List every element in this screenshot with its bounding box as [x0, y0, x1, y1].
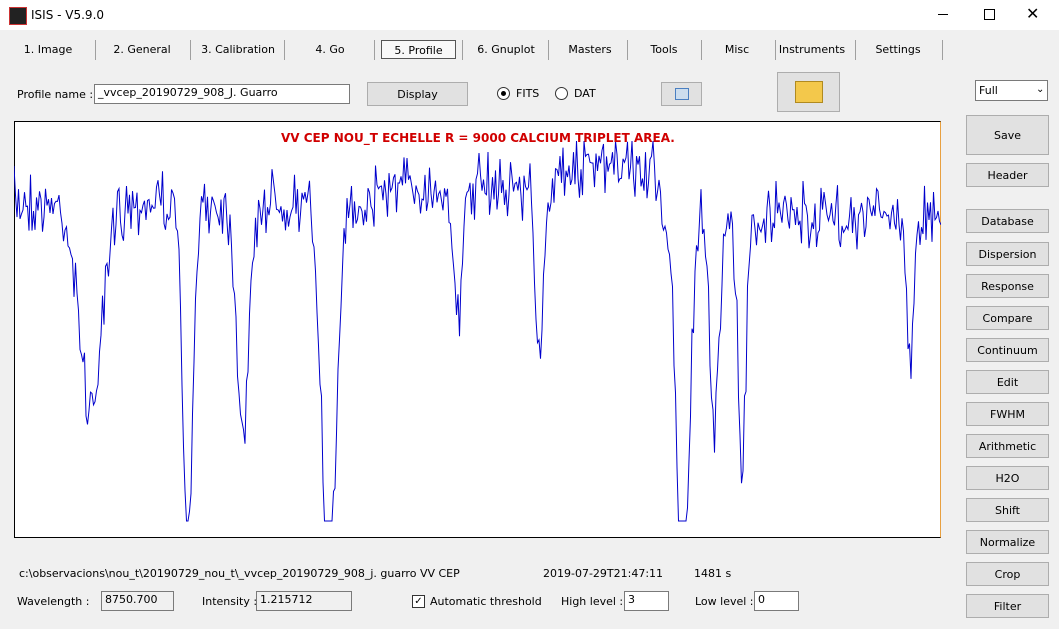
window-title: ISIS - V5.9.0: [31, 8, 105, 22]
close[interactable]: ✕: [1026, 4, 1040, 23]
tab[interactable]: 5. Profile: [381, 40, 456, 59]
tab[interactable]: 6. Gnuplot: [477, 43, 535, 56]
auto-label: Automatic threshold: [430, 595, 542, 608]
side-button[interactable]: Response: [966, 274, 1049, 298]
side-button[interactable]: Filter: [966, 594, 1049, 618]
open-button[interactable]: [777, 72, 840, 112]
select-arrow: ⌄: [1036, 84, 1045, 95]
tab[interactable]: 4. Go: [315, 43, 345, 56]
tab-separator: [374, 40, 375, 60]
tab-separator: [548, 40, 549, 60]
intensity-field: 1.215712: [256, 591, 352, 611]
tab[interactable]: 2. General: [113, 43, 171, 56]
fits-radio[interactable]: [497, 87, 510, 100]
side-button[interactable]: Edit: [966, 370, 1049, 394]
side-button[interactable]: Database: [966, 209, 1049, 233]
low-label: Low level :: [695, 595, 754, 608]
tab-separator: [700, 40, 702, 60]
tab[interactable]: Misc: [724, 43, 750, 56]
side-button[interactable]: Crop: [966, 562, 1049, 586]
app-icon: [9, 7, 27, 25]
side-button[interactable]: Save: [966, 115, 1049, 155]
side-button[interactable]: Normalize: [966, 530, 1049, 554]
side-button[interactable]: FWHM: [966, 402, 1049, 426]
spectrum: [14, 140, 941, 522]
maximize[interactable]: [984, 9, 995, 20]
tab[interactable]: 1. Image: [23, 43, 73, 56]
tab-separator: [190, 40, 191, 60]
dat-label: DAT: [574, 87, 596, 100]
status-date: 2019-07-29T21:47:11: [543, 567, 664, 580]
tab-separator: [462, 40, 463, 60]
copy-button[interactable]: [661, 82, 702, 106]
side-button[interactable]: Shift: [966, 498, 1049, 522]
auto-checkbox[interactable]: ✓: [412, 595, 425, 608]
side-button[interactable]: Arithmetic: [966, 434, 1049, 458]
plot-area: [14, 121, 941, 538]
wavelength-field: 8750.700: [101, 591, 174, 611]
high-field[interactable]: 3: [624, 591, 669, 611]
side-button[interactable]: Compare: [966, 306, 1049, 330]
tab-separator: [942, 40, 943, 60]
intensity-label: Intensity :: [202, 595, 258, 608]
tab[interactable]: Instruments: [778, 43, 846, 56]
minimize[interactable]: [938, 14, 948, 15]
tab-separator: [627, 40, 628, 60]
high-label: High level :: [561, 595, 624, 608]
tab[interactable]: 3. Calibration: [201, 43, 275, 56]
display-button[interactable]: Display: [367, 82, 468, 106]
side-button[interactable]: Header: [966, 163, 1049, 187]
range-select[interactable]: Full: [975, 80, 1048, 101]
profile-input[interactable]: _vvcep_20190729_908_J. Guarro: [94, 84, 350, 104]
tab-separator: [284, 40, 285, 60]
status-exposure: 1481 s: [694, 567, 732, 580]
title-bar: [0, 0, 1059, 30]
dat-radio[interactable]: [555, 87, 568, 100]
side-button[interactable]: H2O: [966, 466, 1049, 490]
wavelength-label: Wavelength :: [17, 595, 90, 608]
tab-separator: [855, 40, 856, 60]
low-field[interactable]: 0: [754, 591, 799, 611]
tab[interactable]: Masters: [568, 43, 612, 56]
fits-label: FITS: [516, 87, 540, 100]
tab[interactable]: Tools: [650, 43, 678, 56]
side-button[interactable]: Dispersion: [966, 242, 1049, 266]
profile-label: Profile name :: [17, 88, 94, 101]
side-button[interactable]: Continuum: [966, 338, 1049, 362]
status-path: c:\observacions\nou_t\20190729_nou_t\_vv…: [19, 567, 460, 580]
tab-separator: [774, 40, 776, 60]
plot-title: VV CEP NOU_T ECHELLE R = 9000 CALCIUM TR…: [281, 131, 675, 145]
spectrum-line: [14, 140, 941, 522]
tab-separator: [95, 40, 96, 60]
tab[interactable]: Settings: [875, 43, 921, 56]
